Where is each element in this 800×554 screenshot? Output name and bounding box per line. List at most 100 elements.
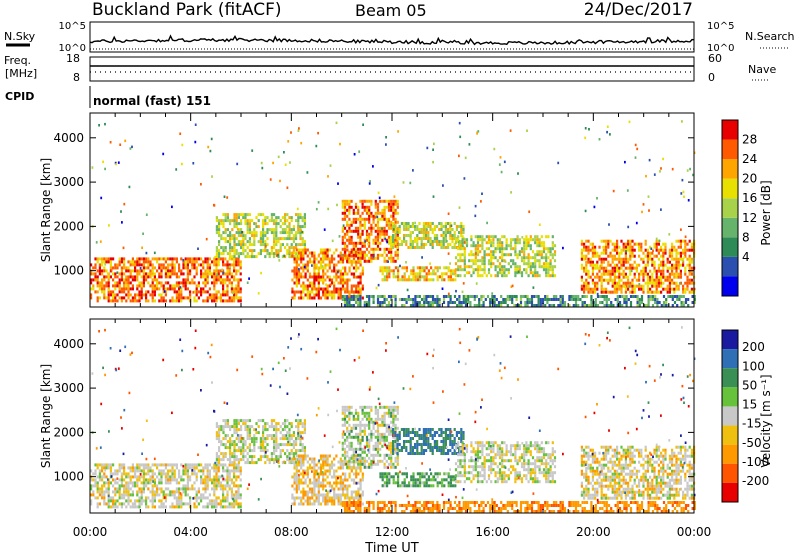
echo-cell — [420, 243, 423, 246]
echo-cell — [230, 263, 233, 267]
echo-cell — [414, 301, 417, 304]
echo-cell — [444, 246, 447, 249]
echo-cell — [193, 463, 196, 467]
echo-cell — [293, 502, 296, 506]
echo-cell — [233, 246, 236, 250]
echo-cell — [235, 422, 238, 426]
echo-cell — [295, 487, 298, 491]
echo-cell — [394, 234, 397, 237]
scatter-cell — [532, 286, 535, 289]
echo-cell — [479, 250, 482, 254]
scatter-cell — [509, 129, 512, 132]
scatter-cell — [384, 237, 387, 241]
echo-cell — [281, 437, 284, 441]
echo-cell — [495, 304, 498, 307]
scatter-cell — [421, 256, 423, 259]
echo-cell — [688, 290, 691, 294]
echo-cell — [164, 472, 167, 476]
echo-cell — [264, 440, 267, 444]
echo-cell — [322, 293, 325, 297]
echo-cell — [374, 199, 377, 203]
echo-cell — [343, 226, 347, 230]
echo-cell — [684, 298, 688, 301]
echo-cell — [98, 287, 101, 291]
echo-cell — [649, 287, 652, 291]
echo-cell — [400, 222, 403, 225]
echo-cell — [293, 481, 296, 485]
scatter-cell — [303, 265, 306, 269]
scatter-cell — [687, 199, 690, 202]
echo-cell — [352, 290, 356, 294]
echo-cell — [470, 253, 473, 257]
echo-cell — [171, 505, 174, 509]
echo-cell — [585, 278, 588, 282]
echo-cell — [383, 208, 386, 212]
echo-cell — [563, 301, 567, 304]
echo-cell — [449, 225, 452, 228]
echo-cell — [230, 287, 233, 291]
echo-cell — [640, 245, 643, 249]
scatter-cell — [341, 254, 343, 257]
scatter-cell — [498, 163, 501, 166]
echo-cell — [645, 304, 648, 307]
echo-cell — [620, 257, 623, 261]
echo-cell — [147, 472, 150, 476]
echo-cell — [308, 487, 312, 491]
echo-cell — [588, 304, 591, 307]
echo-cell — [616, 239, 619, 243]
echo-cell — [613, 281, 616, 285]
echo-cell — [195, 293, 198, 297]
echo-cell — [620, 266, 623, 270]
echo-cell — [662, 251, 665, 255]
echo-cell — [200, 499, 203, 503]
echo-cell — [324, 248, 327, 252]
scatter-cell — [426, 146, 429, 150]
echo-cell — [259, 231, 262, 235]
echo-cell — [461, 238, 464, 242]
echo-cell — [337, 287, 340, 291]
echo-cell — [422, 222, 425, 225]
echo-cell — [103, 290, 106, 294]
echo-cell — [392, 275, 395, 279]
echo-cell — [244, 428, 247, 432]
echo-cell — [649, 278, 652, 282]
echo-cell — [116, 490, 119, 494]
echo-cell — [178, 472, 181, 476]
echo-cell — [390, 250, 393, 254]
echo-cell — [180, 499, 183, 503]
echo-cell — [206, 484, 209, 488]
echo-cell — [226, 446, 229, 450]
echo-cell — [226, 278, 229, 282]
scatter-cell — [510, 191, 512, 194]
echo-cell — [422, 237, 425, 240]
echo-cell — [498, 247, 502, 251]
echo-cell — [583, 242, 586, 246]
echo-cell — [281, 228, 284, 232]
echo-cell — [292, 452, 295, 456]
echo-cell — [328, 499, 331, 503]
echo-cell — [151, 284, 154, 288]
echo-cell — [383, 278, 386, 282]
echo-cell — [348, 290, 351, 294]
echo-cell — [392, 272, 395, 276]
echo-cell — [180, 463, 183, 467]
echo-cell — [644, 254, 647, 258]
echo-cell — [292, 234, 295, 238]
echo-cell — [376, 238, 380, 242]
echo-cell — [162, 502, 165, 506]
echo-cell — [248, 434, 251, 438]
echo-cell — [302, 475, 305, 479]
echo-cell — [200, 463, 203, 467]
echo-cell — [549, 274, 552, 278]
echo-cell — [105, 463, 108, 467]
echo-cell — [262, 428, 265, 432]
echo-cell — [213, 484, 216, 488]
echo-cell — [363, 208, 366, 212]
echo-cell — [251, 234, 254, 238]
echo-cell — [344, 290, 347, 294]
echo-cell — [295, 463, 298, 467]
echo-cell — [359, 298, 362, 301]
echo-cell — [291, 496, 294, 500]
echo-cell — [230, 478, 233, 482]
echo-cell — [290, 219, 293, 223]
